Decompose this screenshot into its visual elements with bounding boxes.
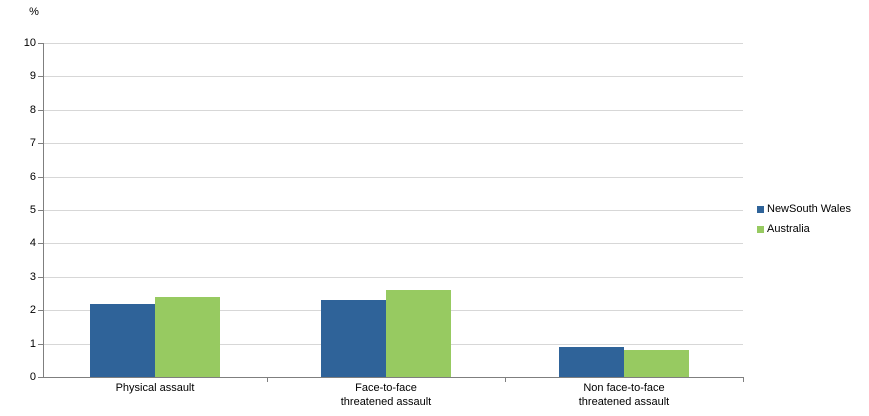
legend-swatch-newsouth-wales: [757, 205, 764, 213]
y-axis-tick: [38, 176, 43, 178]
y-axis-tick-label: 10: [23, 37, 36, 49]
y-axis-tick: [38, 210, 43, 211]
y-axis-tick-label: 6: [29, 170, 36, 183]
x-axis-tick: [743, 377, 744, 382]
gridline: [43, 243, 743, 245]
y-axis-tick-label: 5: [29, 204, 36, 216]
bar-newsouth-wales: [559, 346, 624, 377]
bar-australia: [624, 350, 689, 377]
y-axis-line: [43, 43, 44, 377]
y-axis-tick-label: 4: [29, 237, 36, 250]
x-axis-tick: [505, 377, 506, 382]
legend-swatch-australia: [757, 225, 764, 233]
gridline: [43, 143, 743, 145]
x-axis-line: [43, 377, 744, 378]
bar-australia: [155, 296, 220, 377]
y-axis-tick: [38, 310, 43, 312]
legend-item-newsouth-wales: NewSouth Wales: [757, 203, 851, 215]
y-axis-tick-label: 9: [29, 70, 36, 83]
legend-label: Australia: [767, 223, 810, 235]
x-axis-category-label: Non face-to-face threatened assault: [578, 382, 670, 408]
gridline: [43, 43, 743, 44]
y-axis-tick: [38, 377, 43, 378]
legend-label: NewSouth Wales: [767, 203, 851, 215]
bar-newsouth-wales: [90, 303, 155, 377]
x-axis-category-label: Face-to-face threatened assault: [340, 382, 432, 408]
y-axis-tick: [38, 43, 43, 44]
x-axis-category-label: Physical assault: [115, 382, 195, 394]
y-axis-tick-label: 3: [29, 270, 36, 283]
gridline: [43, 76, 743, 78]
legend-item-australia: Australia: [757, 223, 851, 235]
y-axis-tick: [38, 343, 43, 345]
x-axis-tick: [267, 377, 268, 382]
y-axis-tick: [38, 243, 43, 245]
gridline: [43, 176, 743, 178]
y-axis-tick-label: 1: [29, 337, 36, 350]
y-axis-tick: [38, 276, 43, 278]
y-axis-unit-label: %: [29, 6, 39, 18]
gridline: [43, 210, 743, 211]
y-axis-tick-label: 8: [29, 103, 36, 116]
bar-australia: [386, 290, 451, 377]
y-axis-tick: [38, 143, 43, 145]
y-axis-tick-label: 7: [29, 137, 36, 150]
y-axis-tick-label: 2: [29, 304, 36, 317]
y-axis-tick: [38, 109, 43, 111]
gridline: [43, 109, 743, 111]
y-axis-tick: [38, 76, 43, 78]
bar-newsouth-wales: [321, 300, 386, 377]
legend: NewSouth Wales Australia: [757, 203, 851, 243]
y-axis-tick-label: 0: [29, 371, 36, 383]
gridline: [43, 276, 743, 278]
